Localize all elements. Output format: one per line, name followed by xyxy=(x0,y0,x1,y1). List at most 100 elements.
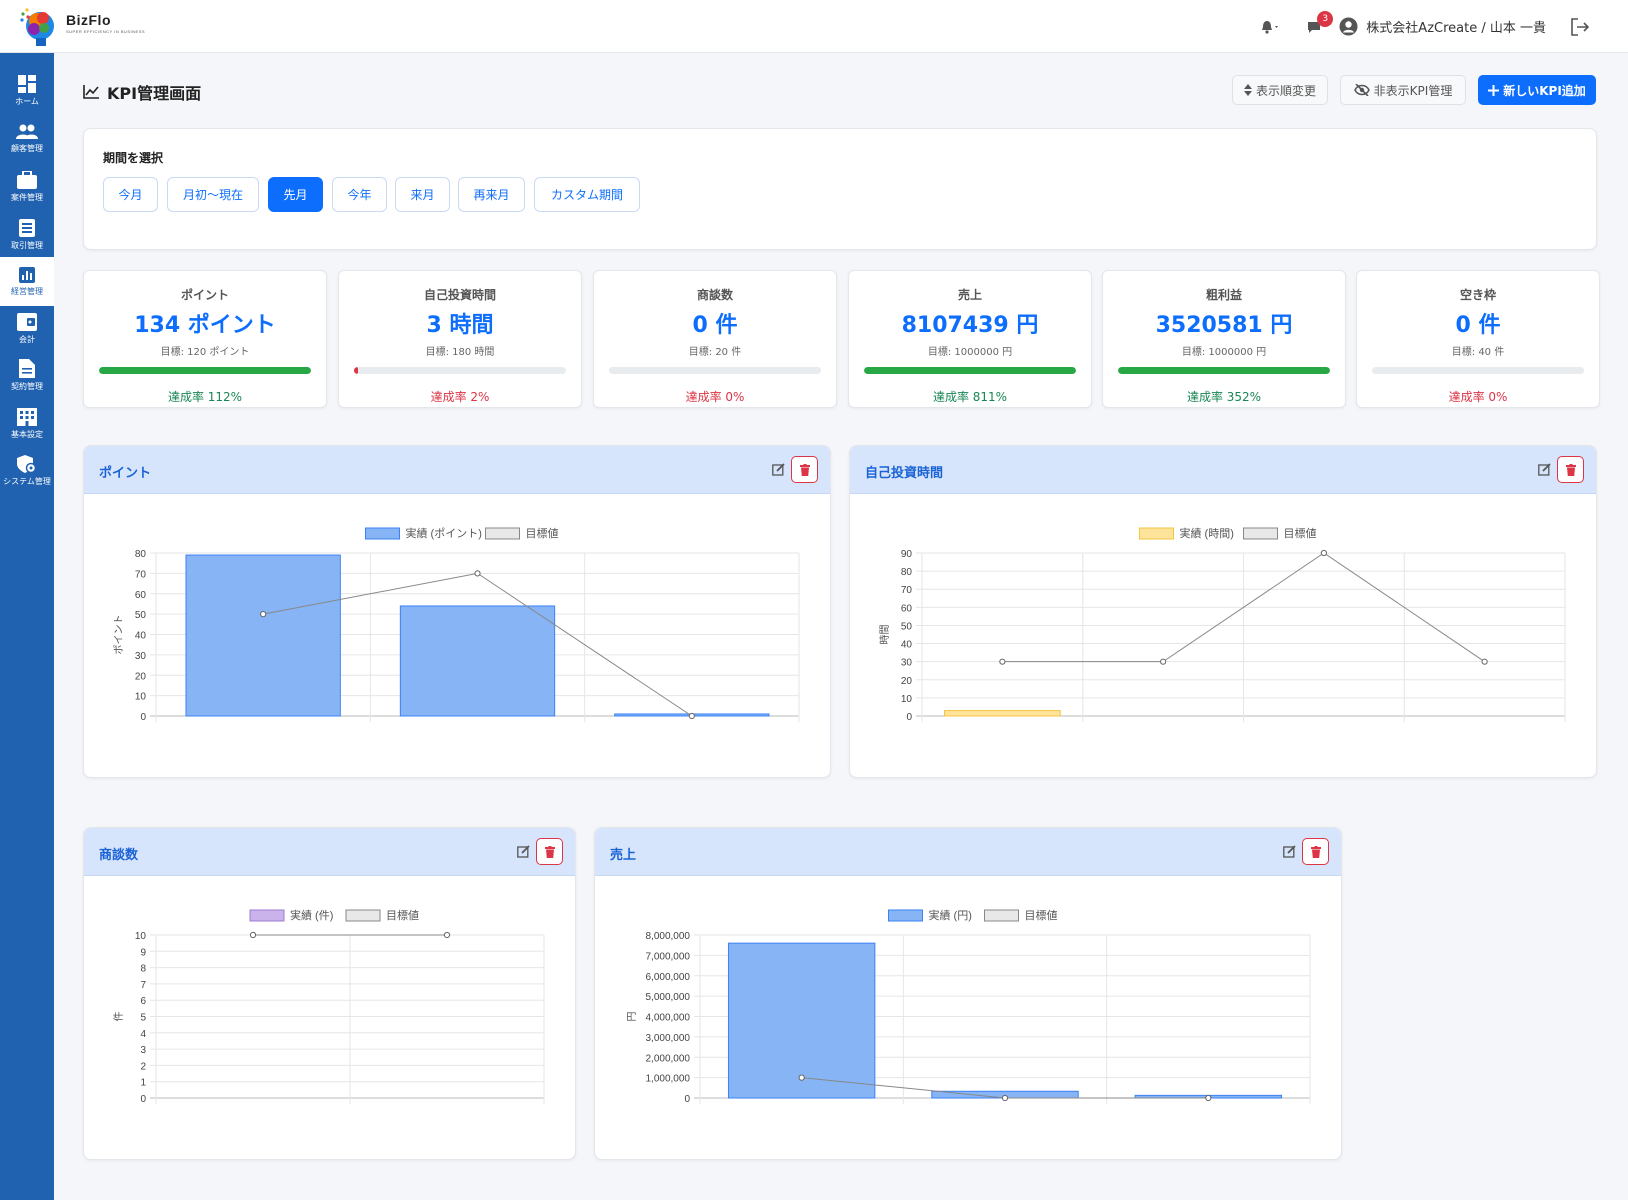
sidebar-item-management[interactable]: 経営管理 xyxy=(0,257,54,306)
chart-card-points: ポイント 実績 (ポイント) 目標値 0 10 20 30 40 50 60 70 80 ポイント xyxy=(83,445,831,778)
delete-button[interactable] xyxy=(1557,456,1584,483)
sidebar-label: 会計 xyxy=(19,334,35,344)
kpi-card-open-slots[interactable]: 空き枠 0 件 目標: 40 件 達成率 0% xyxy=(1356,270,1600,408)
sidebar-label: 経営管理 xyxy=(11,286,43,296)
legend-label-target: 目標値 xyxy=(1025,908,1058,922)
kpi-card-points[interactable]: ポイント 134 ポイント 目標: 120 ポイント 達成率 112% xyxy=(83,270,327,408)
chart-title: ポイント xyxy=(99,466,152,481)
y-tick-label: 50 xyxy=(901,621,913,632)
edit-icon[interactable] xyxy=(772,463,785,476)
sidebar-item-contracts[interactable]: 契約管理 xyxy=(0,351,54,400)
y-tick-label: 2,000,000 xyxy=(646,1053,691,1064)
notifications-dropdown[interactable] xyxy=(1261,20,1281,34)
period-month-after-next[interactable]: 再来月 xyxy=(458,177,525,212)
kpi-value: 0 件 xyxy=(1455,313,1501,338)
legend-swatch-target xyxy=(345,909,381,922)
kpi-name: 商談数 xyxy=(696,288,733,302)
add-kpi-button[interactable]: 新しいKPI追加 xyxy=(1478,75,1596,105)
delete-button[interactable] xyxy=(791,456,818,483)
period-month-to-date[interactable]: 月初〜現在 xyxy=(167,177,259,212)
sidebar-item-settings[interactable]: 基本設定 xyxy=(0,399,54,448)
sales-chart: 実績 (円) 目標値 0 1,000,000 2,000,000 3,000,000 4,0… xyxy=(627,908,1311,1105)
y-tick-label: 70 xyxy=(135,569,147,580)
plus-icon xyxy=(1488,84,1500,96)
delete-button[interactable] xyxy=(536,838,563,865)
legend-swatch-actual xyxy=(249,909,285,922)
sidebar-label: 基本設定 xyxy=(11,429,43,439)
sidebar-label: 顧客管理 xyxy=(11,143,43,153)
kpi-name: 空き枠 xyxy=(1459,288,1496,302)
kpi-progress-bar xyxy=(354,367,566,374)
page-title-text: KPI管理画面 xyxy=(107,84,202,103)
kpi-card-self-investment[interactable]: 自己投資時間 3 時間 目標: 180 時間 達成率 2% xyxy=(338,270,582,408)
logout-button[interactable] xyxy=(1570,17,1590,36)
edit-icon[interactable] xyxy=(517,845,530,858)
period-custom[interactable]: カスタム期間 xyxy=(534,177,640,212)
chart-card-header: 売上 xyxy=(595,828,1341,876)
kpi-progress-bar xyxy=(1372,367,1584,374)
y-tick-label: 30 xyxy=(135,651,147,662)
user-menu[interactable]: 株式会社AzCreate / 山本 一貴 xyxy=(1339,17,1546,36)
y-tick-label: 1 xyxy=(140,1078,146,1089)
reorder-button[interactable]: 表示順変更 xyxy=(1232,75,1328,105)
kpi-progress-bar xyxy=(609,367,821,374)
hidden-kpi-button[interactable]: 非表示KPI管理 xyxy=(1340,75,1466,105)
brand-logo-icon[interactable] xyxy=(18,4,58,48)
y-tick-label: 1,000,000 xyxy=(646,1074,691,1085)
kpi-value: 3 時間 xyxy=(426,313,494,338)
message-count-badge: 3 xyxy=(1317,10,1334,27)
kpi-card-meetings[interactable]: 商談数 0 件 目標: 20 件 達成率 0% xyxy=(593,270,837,408)
sort-icon xyxy=(1243,84,1252,96)
y-tick-label: 8,000,000 xyxy=(646,931,691,942)
dashboard-icon xyxy=(18,74,36,93)
period-this-year[interactable]: 今年 xyxy=(332,177,387,212)
kpi-card-gross-profit[interactable]: 粗利益 3520581 円 目標: 1000000 円 達成率 352% xyxy=(1102,270,1346,408)
delete-button[interactable] xyxy=(1302,838,1329,865)
period-last-month[interactable]: 先月 xyxy=(268,177,323,212)
y-tick-label: 7 xyxy=(140,980,146,991)
legend-label-target: 目標値 xyxy=(1284,526,1317,540)
legend-swatch-target xyxy=(1243,527,1278,540)
target-point xyxy=(474,570,481,577)
y-tick-label: 6,000,000 xyxy=(646,972,691,983)
chart-title: 自己投資時間 xyxy=(865,466,944,481)
target-point xyxy=(688,712,695,720)
sidebar-item-projects[interactable]: 案件管理 xyxy=(0,162,54,211)
sidebar-item-system[interactable]: システム管理 xyxy=(0,446,54,495)
period-this-month[interactable]: 今月 xyxy=(103,177,158,212)
trash-icon xyxy=(1565,463,1576,476)
y-tick-label: 80 xyxy=(901,567,913,578)
target-point xyxy=(999,658,1006,665)
chart-card-header: 自己投資時間 xyxy=(850,446,1596,494)
target-point xyxy=(798,1074,805,1081)
edit-icon[interactable] xyxy=(1538,463,1551,476)
target-point xyxy=(1481,658,1488,665)
period-next-month[interactable]: 来月 xyxy=(395,177,450,212)
kpi-rate: 達成率 0% xyxy=(685,390,745,404)
sidebar-item-customers[interactable]: 顧客管理 xyxy=(0,114,54,163)
messages-button[interactable]: 3 xyxy=(1307,10,1334,34)
sidebar-item-home[interactable]: ホーム xyxy=(0,66,54,115)
edit-icon[interactable] xyxy=(1283,845,1296,858)
y-tick-label: 4,000,000 xyxy=(646,1013,691,1024)
chat-icon xyxy=(1308,21,1321,33)
legend-label-target: 目標値 xyxy=(526,526,559,540)
chart-icon xyxy=(19,266,35,283)
sidebar-item-accounting[interactable]: 会計 xyxy=(0,304,54,353)
kpi-target: 目標: 120 ポイント xyxy=(160,347,250,358)
sidebar-label: ホーム xyxy=(15,96,39,106)
kpi-target: 目標: 40 件 xyxy=(1451,347,1505,358)
sidebar-item-transactions[interactable]: 取引管理 xyxy=(0,210,54,259)
chart-card-meetings: 商談数 実績 (件) 目標値 0 1 2 3 4 5 6 7 8 9 10 件 xyxy=(83,827,576,1160)
self-investment-chart: 実績 (時間) 目標値 0 10 20 30 40 50 60 70 80 90 時間 xyxy=(879,526,1566,723)
y-tick-label: 9 xyxy=(140,947,146,958)
kpi-card-sales[interactable]: 売上 8107439 円 目標: 1000000 円 達成率 811% xyxy=(848,270,1092,408)
kpi-rate: 達成率 352% xyxy=(1186,390,1262,404)
y-tick-label: 0 xyxy=(140,1094,146,1105)
chart-title: 売上 xyxy=(610,848,637,863)
chart-card-header: 商談数 xyxy=(84,828,575,876)
legend-swatch-actual xyxy=(1139,527,1174,540)
eye-slash-icon xyxy=(1353,84,1370,96)
y-tick-label: 0 xyxy=(906,712,912,723)
y-axis-label: 時間 xyxy=(879,625,891,645)
